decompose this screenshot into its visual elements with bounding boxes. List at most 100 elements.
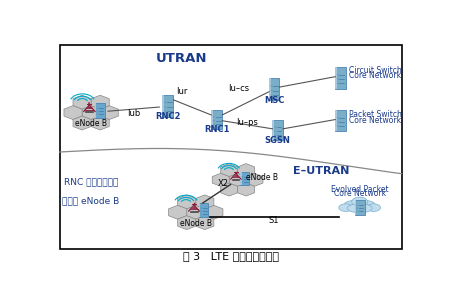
Circle shape — [356, 211, 358, 212]
Circle shape — [213, 116, 215, 117]
Text: Iur: Iur — [176, 87, 188, 96]
Text: eNode B: eNode B — [75, 119, 107, 128]
Bar — [232, 179, 239, 180]
Ellipse shape — [344, 201, 362, 211]
Text: X2: X2 — [218, 178, 229, 188]
Bar — [95, 103, 96, 118]
Circle shape — [97, 110, 98, 111]
Circle shape — [164, 106, 166, 107]
Circle shape — [274, 131, 276, 132]
Bar — [211, 110, 222, 129]
Polygon shape — [178, 195, 196, 209]
Polygon shape — [229, 173, 246, 186]
Bar — [335, 67, 337, 89]
Circle shape — [213, 124, 215, 125]
Bar — [355, 200, 365, 215]
Text: RNC2: RNC2 — [155, 112, 180, 121]
Text: 图 3   LTE 接入网络示意图: 图 3 LTE 接入网络示意图 — [183, 251, 279, 261]
Polygon shape — [187, 205, 205, 219]
Polygon shape — [196, 216, 214, 230]
Bar — [190, 211, 198, 212]
Bar — [273, 119, 274, 141]
Bar — [199, 203, 200, 217]
Bar — [240, 172, 242, 185]
Text: E–UTRAN: E–UTRAN — [293, 166, 350, 176]
Text: Packet Switch: Packet Switch — [349, 110, 402, 119]
Polygon shape — [212, 173, 229, 186]
Text: SGSN: SGSN — [265, 135, 291, 144]
Circle shape — [164, 102, 166, 103]
Ellipse shape — [367, 204, 381, 212]
Polygon shape — [246, 173, 263, 186]
Polygon shape — [73, 116, 91, 130]
Polygon shape — [205, 205, 223, 219]
Text: RNC 的大部分功能: RNC 的大部分功能 — [64, 178, 118, 186]
Bar — [335, 67, 346, 89]
Text: Evolved Packet: Evolved Packet — [331, 185, 388, 194]
Bar — [269, 79, 279, 101]
Polygon shape — [220, 183, 238, 196]
Polygon shape — [64, 106, 82, 119]
Polygon shape — [73, 95, 91, 109]
Bar — [335, 110, 337, 131]
Bar — [211, 110, 213, 129]
Circle shape — [242, 176, 243, 177]
Circle shape — [201, 213, 202, 214]
Text: Circuit Switch: Circuit Switch — [349, 67, 402, 75]
Bar — [199, 203, 208, 217]
Circle shape — [97, 113, 98, 114]
Text: eNode B: eNode B — [180, 219, 212, 228]
Circle shape — [201, 211, 202, 212]
Ellipse shape — [347, 204, 372, 213]
Bar — [95, 103, 105, 118]
Text: Iub: Iub — [127, 109, 140, 118]
Circle shape — [201, 208, 202, 209]
Circle shape — [164, 111, 166, 112]
Circle shape — [271, 90, 272, 91]
Text: 下放到 eNode B: 下放到 eNode B — [63, 196, 120, 205]
Polygon shape — [238, 164, 255, 177]
Circle shape — [356, 205, 358, 206]
Bar — [86, 111, 93, 112]
Text: eNode B: eNode B — [246, 173, 278, 182]
Text: Core Network: Core Network — [349, 71, 401, 80]
Circle shape — [274, 126, 276, 127]
Text: MSC: MSC — [264, 96, 284, 105]
Polygon shape — [82, 106, 100, 119]
Bar — [355, 200, 356, 215]
Circle shape — [274, 135, 276, 136]
Circle shape — [213, 120, 215, 121]
Text: Iu–cs: Iu–cs — [228, 84, 249, 93]
Polygon shape — [196, 195, 214, 209]
Bar — [269, 79, 270, 101]
Polygon shape — [91, 95, 109, 109]
Bar — [60, 45, 401, 249]
Polygon shape — [169, 205, 187, 219]
Polygon shape — [91, 116, 109, 130]
Polygon shape — [220, 164, 238, 177]
Text: RNC1: RNC1 — [204, 125, 230, 134]
Text: Iu–ps: Iu–ps — [236, 118, 258, 127]
Circle shape — [337, 74, 338, 75]
Circle shape — [97, 107, 98, 108]
Bar — [162, 95, 164, 117]
Text: Core Network: Core Network — [349, 116, 401, 125]
Bar — [240, 172, 249, 185]
Ellipse shape — [357, 201, 376, 211]
Circle shape — [242, 179, 243, 180]
Circle shape — [337, 121, 338, 122]
Text: Core Network: Core Network — [333, 189, 386, 198]
Ellipse shape — [352, 197, 368, 207]
Text: UTRAN: UTRAN — [156, 52, 207, 65]
Circle shape — [356, 208, 358, 209]
Text: S1: S1 — [269, 216, 279, 225]
Circle shape — [271, 86, 272, 87]
Bar — [162, 95, 173, 117]
Circle shape — [337, 83, 338, 84]
Polygon shape — [238, 183, 255, 196]
Circle shape — [337, 117, 338, 118]
Polygon shape — [178, 216, 196, 230]
Polygon shape — [100, 106, 118, 119]
Bar — [335, 110, 346, 131]
Bar — [273, 119, 283, 141]
